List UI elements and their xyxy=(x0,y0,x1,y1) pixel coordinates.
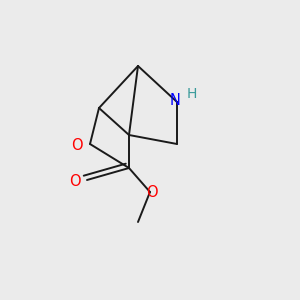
Text: O: O xyxy=(146,185,157,200)
Text: O: O xyxy=(69,174,81,189)
Text: H: H xyxy=(186,88,197,101)
Text: O: O xyxy=(71,138,82,153)
Text: N: N xyxy=(170,93,181,108)
